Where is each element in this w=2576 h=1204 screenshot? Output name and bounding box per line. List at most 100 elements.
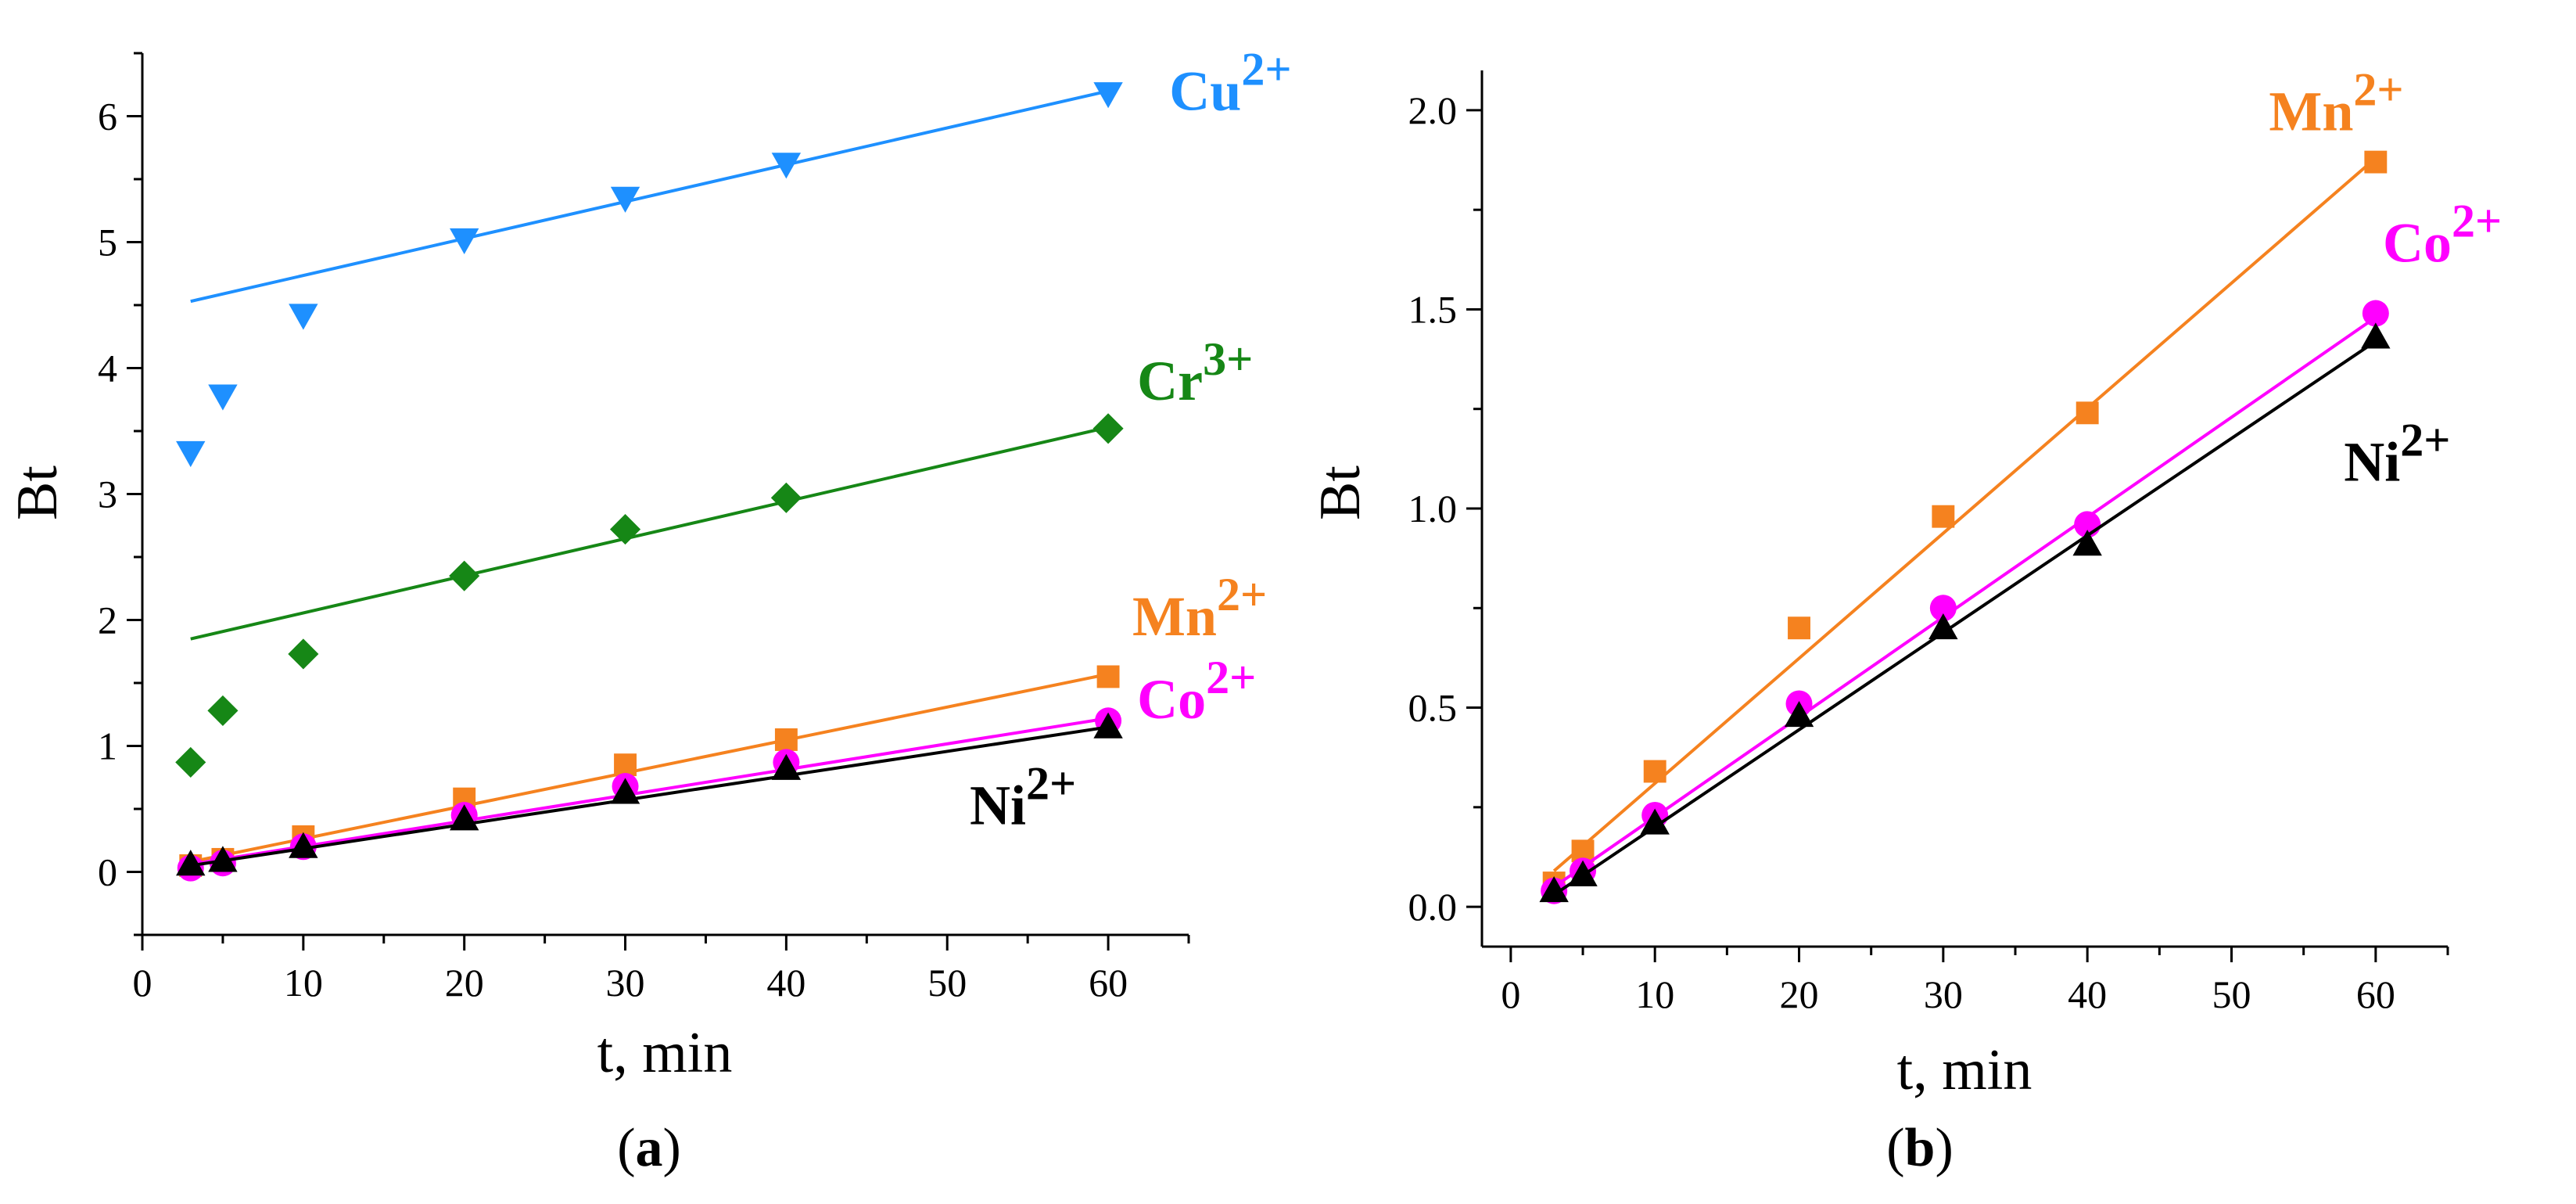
x-tick-label: 20: [1780, 972, 1819, 1016]
data-point-cu: [610, 186, 640, 213]
data-point-mn: [1643, 760, 1667, 783]
series-label-ni: Ni2+: [970, 757, 1076, 836]
ion-symbol: Cu: [1169, 59, 1241, 122]
series-label-mn: Mn2+: [1132, 569, 1267, 648]
series-co: Co2+: [1541, 195, 2502, 904]
y-axis-title: Bt: [1308, 465, 1372, 520]
y-axis-title: Bt: [5, 465, 70, 520]
x-tick-label: 60: [2356, 972, 2395, 1016]
data-point-cr: [288, 638, 319, 670]
ion-charge: 2+: [2400, 414, 2450, 465]
y-tick-label: 5: [98, 221, 117, 264]
data-point-ni: [1784, 701, 1814, 728]
x-tick-label: 10: [284, 961, 323, 1005]
data-point-cr: [1092, 413, 1124, 444]
data-point-cr: [770, 482, 802, 513]
data-point-mn: [1932, 505, 1955, 528]
y-tick-label: 1.0: [1408, 487, 1458, 530]
data-point-ni: [1568, 860, 1598, 886]
y-tick-label: 6: [98, 95, 117, 138]
ion-charge: 2+: [2353, 63, 2403, 115]
ion-charge: 2+: [2452, 195, 2502, 246]
ion-symbol: Mn: [1132, 585, 1217, 648]
fit-line-mn: [190, 672, 1109, 864]
y-tick-label: 0.5: [1408, 686, 1458, 730]
y-tick-label: 0.0: [1408, 885, 1458, 929]
x-tick-label: 50: [927, 961, 967, 1005]
x-tick-label: 60: [1089, 961, 1128, 1005]
x-tick-label: 50: [2212, 972, 2251, 1016]
ion-symbol: Co: [2383, 211, 2452, 274]
ion-symbol: Cr: [1137, 350, 1203, 412]
caption-letter: b: [1905, 1118, 1936, 1178]
fit-line-co: [190, 717, 1109, 866]
x-tick-label: 30: [606, 961, 645, 1005]
x-axis-title: t, min: [597, 1021, 733, 1085]
caption-open: (: [1886, 1118, 1904, 1178]
ion-symbol: Ni: [2344, 430, 2400, 493]
y-tick-label: 1: [98, 724, 117, 768]
series-label-ni: Ni2+: [2344, 414, 2450, 493]
data-point-co: [1929, 595, 1957, 622]
panel-caption: (b): [1886, 1118, 1954, 1178]
fit-line-co: [1553, 315, 2377, 889]
series-label-co: Co2+: [2383, 195, 2502, 274]
data-point-ni: [449, 804, 479, 831]
data-point-mn: [774, 728, 798, 751]
series-cu: Cu2+: [176, 43, 1292, 468]
series-label-co: Co2+: [1137, 652, 1256, 731]
data-point-ni: [771, 753, 802, 780]
data-point-mn: [2364, 150, 2388, 174]
data-point-ni: [610, 778, 640, 804]
data-point-ni: [1928, 613, 1958, 640]
data-point-mn: [2076, 401, 2099, 425]
series-label-mn: Mn2+: [2269, 63, 2403, 142]
ion-charge: 2+: [1217, 569, 1267, 620]
caption-open: (: [617, 1118, 635, 1178]
data-point-cr: [449, 560, 480, 591]
series-co: Co2+: [177, 652, 1256, 882]
series-label-cr: Cr3+: [1137, 333, 1253, 412]
data-point-mn: [1096, 665, 1120, 688]
y-tick-label: 1.5: [1408, 287, 1458, 331]
data-point-ni: [2072, 530, 2102, 556]
ion-symbol: Ni: [970, 774, 1026, 836]
data-point-mn: [614, 753, 637, 777]
ion-charge: 2+: [1241, 43, 1291, 95]
fit-line-ni: [190, 725, 1109, 868]
data-point-mn: [1788, 616, 1810, 640]
y-tick-label: 3: [98, 473, 117, 516]
fit-line-cu: [190, 89, 1109, 304]
x-tick-label: 0: [1501, 972, 1520, 1016]
data-point-cu: [289, 304, 318, 330]
data-point-ni: [2361, 322, 2391, 349]
x-tick-label: 0: [133, 961, 152, 1005]
ion-charge: 2+: [1206, 652, 1256, 703]
data-point-cu: [208, 384, 238, 411]
series-ni: Ni2+: [176, 712, 1123, 876]
y-tick-label: 0: [98, 850, 117, 894]
data-point-ni: [176, 850, 206, 876]
x-tick-label: 40: [766, 961, 805, 1005]
data-point-cr: [609, 514, 641, 545]
series-cr: Cr3+: [175, 333, 1253, 778]
x-tick-label: 30: [1924, 972, 1963, 1016]
data-point-ni: [289, 832, 318, 858]
fit-line-ni: [1553, 340, 2377, 897]
data-point-cr: [175, 746, 206, 778]
data-point-ni: [208, 846, 238, 872]
caption-letter: a: [636, 1118, 663, 1178]
y-tick-label: 4: [98, 347, 117, 390]
ion-symbol: Co: [1137, 668, 1206, 731]
caption-close: ): [663, 1118, 681, 1178]
ion-charge: 3+: [1203, 333, 1253, 385]
data-point-co: [2362, 300, 2389, 327]
x-tick-label: 20: [445, 961, 484, 1005]
panel-b-chart: 0 10 20 30 40 50 600.00.51.01.52.0t, minBtMn2+…: [1308, 63, 2502, 1178]
x-tick-label: 40: [2068, 972, 2107, 1016]
panel-caption: (a): [617, 1118, 681, 1178]
data-point-ni: [1539, 876, 1569, 903]
fit-line-mn: [1552, 156, 2377, 872]
